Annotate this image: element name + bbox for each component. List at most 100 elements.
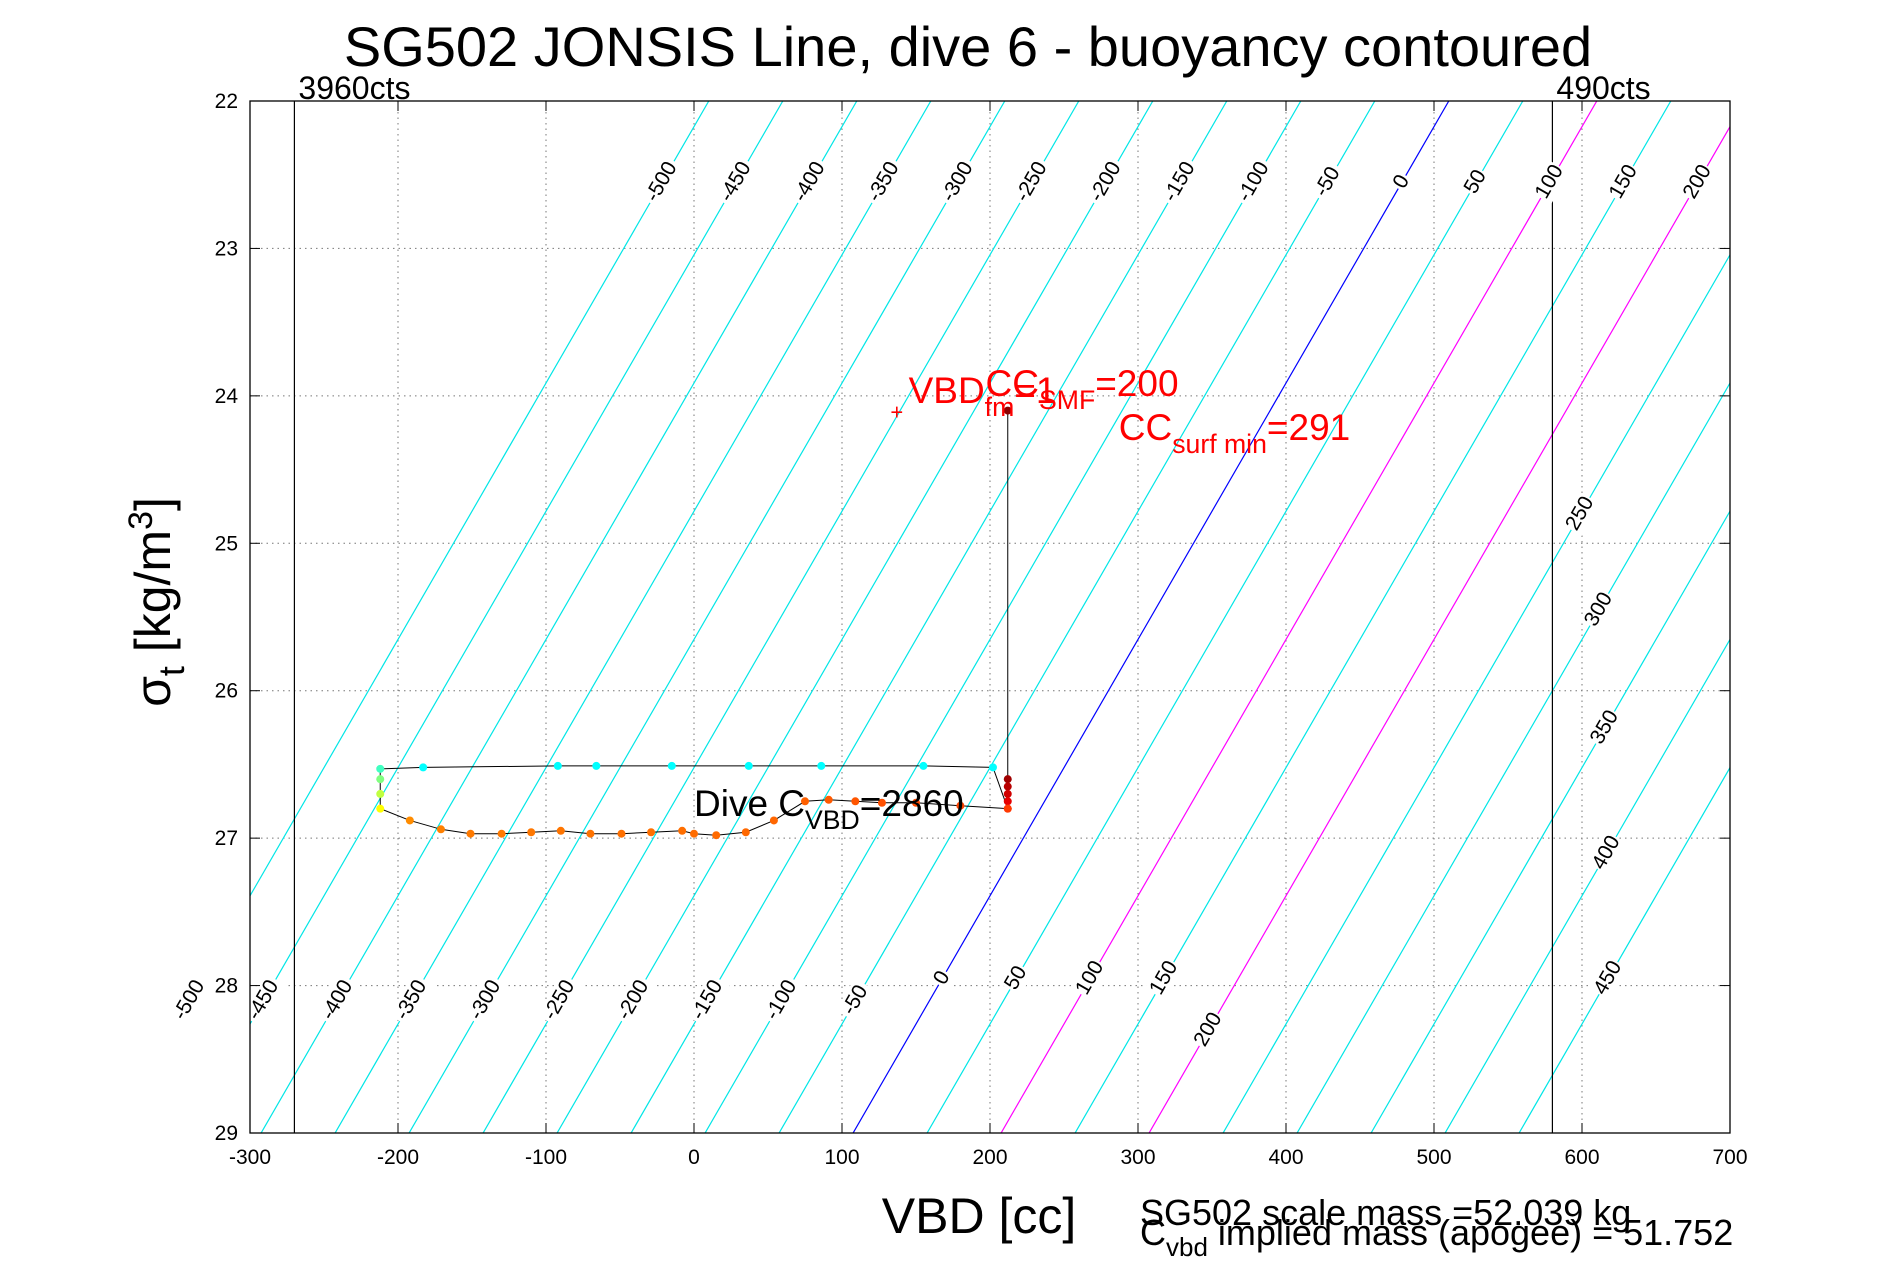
x-axis-ticks: -300 -200 -100 0 100 200 300 400 500 600 700 xyxy=(229,101,1748,1169)
data-point xyxy=(769,816,778,825)
x-tick-label: 500 xyxy=(1416,1146,1451,1169)
contour-label: 200 xyxy=(1678,161,1715,203)
y-axis-label-subscript: t xyxy=(151,666,192,676)
data-point xyxy=(817,761,826,770)
scale-mass-text: SG502 scale mass =52.039 kg xyxy=(1140,1192,1631,1233)
grid-lines xyxy=(250,101,1730,1133)
data-point xyxy=(436,825,445,834)
data-point xyxy=(877,798,886,807)
data-point xyxy=(376,775,385,784)
data-point xyxy=(667,761,676,770)
y-tick-label: 26 xyxy=(215,680,238,703)
contour-line xyxy=(250,101,710,898)
contour-label: 450 xyxy=(1589,957,1626,999)
data-point xyxy=(617,829,626,838)
data-point xyxy=(912,798,920,807)
contour-line xyxy=(1444,638,1730,1133)
x-tick-label: 700 xyxy=(1712,1146,1747,1169)
implied-mass-sub: vbd xyxy=(1166,1232,1208,1262)
contour-line xyxy=(926,101,1524,1133)
contour-line xyxy=(1074,101,1672,1133)
contour-line xyxy=(1518,766,1730,1133)
data-point xyxy=(1003,797,1012,806)
y-axis-label-symbol: σ xyxy=(125,676,181,707)
implied-mass-main: C xyxy=(1140,1212,1166,1253)
data-point xyxy=(376,804,385,813)
y-axis-label-units-sup: 3 xyxy=(122,511,160,530)
surface-marker: + xyxy=(890,400,903,425)
data-point xyxy=(497,829,506,838)
data-point xyxy=(712,831,721,840)
data-point xyxy=(647,828,656,837)
y-axis-label-units: [kg/m xyxy=(125,530,181,666)
data-point xyxy=(592,761,601,770)
data-point xyxy=(741,828,750,837)
x-tick-label: -200 xyxy=(377,1146,419,1169)
cc-surf-min-label: CCsurf min=291 xyxy=(1119,407,1350,459)
contour-line xyxy=(1000,101,1598,1133)
data-point xyxy=(527,828,536,837)
contour-label: 350 xyxy=(1586,706,1623,748)
contour-label: 50 xyxy=(1000,962,1032,994)
data-point xyxy=(824,795,833,804)
implied-mass-text: Cvbd implied mass (apogee) = 51.752 xyxy=(1140,1212,1733,1262)
data-point xyxy=(376,764,385,773)
count-label-3960: 3960cts xyxy=(298,70,410,106)
data-point xyxy=(690,829,698,838)
data-point xyxy=(586,829,595,838)
x-tick-label: -300 xyxy=(229,1146,271,1169)
contour-line xyxy=(1370,510,1730,1133)
data-point xyxy=(919,761,928,770)
data-point xyxy=(1003,789,1012,798)
x-tick-label: 0 xyxy=(688,1146,700,1169)
y-tick-label: 28 xyxy=(215,975,238,998)
cc-smf-label: CCSMF=200 xyxy=(986,363,1179,415)
y-tick-label: 29 xyxy=(215,1122,238,1145)
contour-line xyxy=(408,101,1006,1133)
y-tick-label: 25 xyxy=(215,532,238,555)
y-axis-label: σt [kg/m3] xyxy=(122,497,192,707)
data-point xyxy=(1003,782,1012,791)
data-point xyxy=(988,763,997,772)
x-tick-label: -100 xyxy=(525,1146,567,1169)
contour-line xyxy=(1222,253,1730,1133)
y-axis-label-units-close: ] xyxy=(125,497,181,511)
contour-label: 250 xyxy=(1561,492,1598,534)
data-point xyxy=(678,826,687,835)
contour-line xyxy=(630,101,1228,1133)
trace-line-loop xyxy=(379,765,1009,836)
chart-title: SG502 JONSIS Line, dive 6 - buoyancy con… xyxy=(344,15,1592,78)
data-point xyxy=(956,801,965,810)
data-point xyxy=(1003,406,1012,415)
y-tick-label: 22 xyxy=(215,90,238,113)
data-point xyxy=(1003,775,1012,784)
x-tick-label: 600 xyxy=(1564,1146,1599,1169)
x-tick-label: 300 xyxy=(1120,1146,1155,1169)
implied-mass-tail: implied mass (apogee) = 51.752 xyxy=(1208,1212,1733,1253)
data-point xyxy=(851,797,860,806)
contour-line xyxy=(250,101,784,1026)
contour-line xyxy=(334,101,932,1133)
data-point xyxy=(556,826,565,835)
x-tick-label: 200 xyxy=(972,1146,1007,1169)
data-point xyxy=(744,761,753,770)
count-limit-lines: 3960cts 490cts xyxy=(293,70,1651,1133)
data-point xyxy=(419,763,428,772)
data-point xyxy=(405,816,414,825)
contour-label: 100 xyxy=(1071,957,1108,999)
contour-label: 100 xyxy=(1530,161,1567,203)
x-tick-label: 100 xyxy=(824,1146,859,1169)
y-axis-ticks: 22 23 24 25 26 27 28 29 xyxy=(215,90,1730,1145)
data-point xyxy=(1003,804,1012,813)
contour-label: 300 xyxy=(1580,588,1617,630)
y-tick-label: 27 xyxy=(215,827,238,850)
vbd-fm-label: VBDfm=1 xyxy=(909,370,1057,422)
contour-label: 150 xyxy=(1604,161,1641,203)
contour-line xyxy=(556,101,1154,1133)
contour-label: 50 xyxy=(1459,166,1491,198)
contour-labels: -500 -450 -400 -350 -300 -250 -200 -150 -100 -50 0… xyxy=(167,155,1718,1052)
y-tick-label: 24 xyxy=(215,385,239,408)
dive-cvbd-label: Dive CVBD=2860 xyxy=(694,783,964,835)
contour-label: 200 xyxy=(1189,1008,1226,1050)
